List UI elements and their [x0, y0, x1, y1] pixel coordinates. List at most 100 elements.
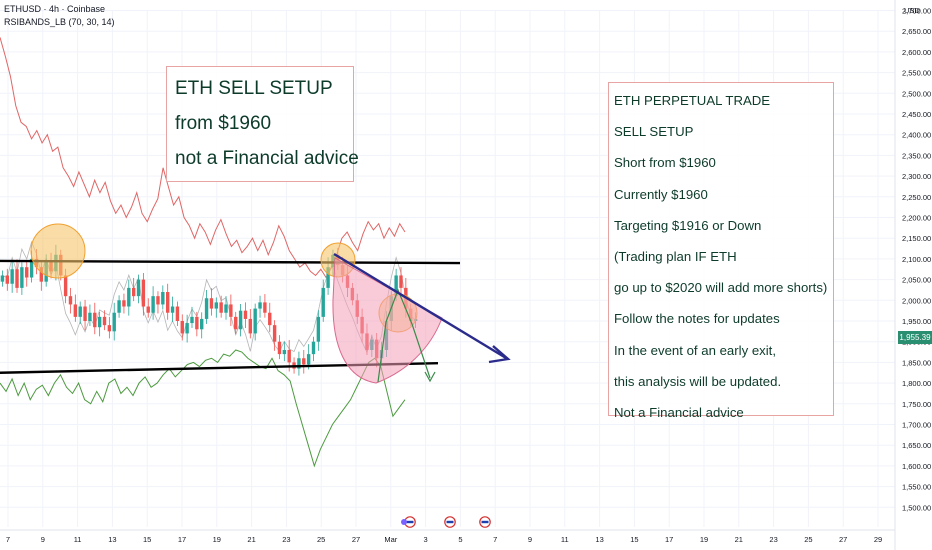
candle-body: [248, 318, 253, 334]
candle-body: [78, 306, 82, 317]
x-tick-label: 15: [143, 535, 151, 544]
candle-body: [302, 358, 306, 365]
y-tick-label: 2,550.00: [902, 69, 931, 78]
y-tick-label: 1,500.00: [902, 503, 931, 512]
candle-body: [272, 325, 277, 342]
note-line: In the event of an early exit,: [614, 342, 777, 358]
candle-body: [122, 300, 126, 307]
y-tick-label: 2,050.00: [902, 276, 931, 285]
candle-body: [170, 306, 175, 313]
event-markers[interactable]: [401, 516, 491, 528]
x-tick-label: 17: [665, 535, 673, 544]
candle-body: [39, 267, 44, 282]
wedge-pattern-shape: [332, 257, 443, 384]
y-tick-label: 2,000.00: [902, 296, 931, 305]
y-tick-label: 2,100.00: [902, 255, 931, 264]
candle-body: [287, 349, 291, 363]
x-tick-label: 13: [595, 535, 603, 544]
x-tick-label: 9: [41, 535, 45, 544]
candle-body: [185, 323, 189, 334]
x-tick-label: 3: [424, 535, 428, 544]
note-line: ETH PERPETUAL TRADE: [614, 93, 771, 108]
event-flag-stripe: [446, 520, 454, 524]
candle-body: [282, 349, 287, 355]
candle-body: [277, 341, 282, 355]
x-tick-label: 11: [561, 535, 569, 544]
y-tick-label: 2,200.00: [902, 214, 931, 223]
lower-band-line: [0, 349, 406, 468]
event-dot: [401, 519, 407, 525]
candle-body: [195, 316, 199, 330]
candle-body: [263, 302, 267, 313]
y-tick-label: 2,600.00: [902, 48, 931, 57]
y-tick-label: 1,950.00: [902, 317, 931, 326]
y-tick-label: 1,800.00: [902, 379, 931, 388]
candle-body: [190, 316, 194, 324]
candle-body: [224, 304, 228, 313]
x-tick-label: 11: [74, 535, 82, 544]
trade-plan-note[interactable]: ETH PERPETUAL TRADE SELL SETUP Short fro…: [608, 82, 834, 420]
note-line: Not a Financial advice: [614, 405, 744, 421]
candle-body: [311, 341, 316, 355]
x-tick-label: 13: [108, 535, 116, 544]
x-tick-label: 25: [317, 535, 325, 544]
candle-body: [214, 302, 218, 309]
note-line: ETH SELL SETUP: [175, 78, 333, 99]
x-tick-label: 29: [874, 535, 882, 544]
y-axis[interactable]: 2,700.00 2,650.00 2,600.00 2,550.00 2,500.00…: [894, 0, 931, 550]
note-line: go up to $2020 will add more shorts): [614, 280, 828, 296]
x-tick-label: 7: [6, 535, 10, 544]
candle-body: [83, 306, 87, 321]
note-line: not a Financial advice: [175, 148, 359, 169]
candle-body: [204, 298, 209, 319]
y-tick-label: 2,500.00: [902, 89, 931, 98]
x-tick-label: 23: [282, 535, 290, 544]
candle-body: [20, 267, 24, 288]
candle-body: [112, 312, 116, 332]
note-line: Follow the notes for updates: [614, 311, 780, 327]
candle-body: [25, 267, 29, 278]
candle-body: [258, 302, 262, 309]
x-axis[interactable]: 7 9 11 13 15 17 19 21 23 25 27 Mar 3 5 7 9 11 13 15 17 19 21 2…: [0, 529, 895, 544]
y-tick-label: 1,650.00: [902, 441, 931, 450]
candle-body: [326, 267, 330, 288]
candle-body: [229, 304, 233, 317]
note-line: (Trading plan IF ETH: [614, 249, 737, 265]
x-tick-label: 5: [458, 535, 462, 544]
candle-body: [73, 304, 78, 317]
chart-drawings[interactable]: [0, 223, 511, 384]
candle-body: [399, 275, 403, 288]
y-tick-label: 2,300.00: [902, 172, 931, 181]
candle-body: [127, 287, 131, 307]
x-tick-label: 23: [769, 535, 777, 544]
candle-body: [107, 325, 112, 332]
event-flag-stripe: [406, 520, 414, 524]
symbol-header[interactable]: ETHUSD · 4h · Coinbase: [4, 4, 106, 14]
candle-body: [136, 279, 141, 297]
note-line: Short from $1960: [614, 155, 716, 171]
sell-setup-note[interactable]: ETH SELL SETUP from $1960 not a Financia…: [166, 66, 359, 182]
candle-body: [63, 275, 68, 297]
candle-body: [97, 316, 102, 328]
event-flag-stripe: [481, 520, 489, 524]
indicator-header[interactable]: RSIBANDS_LB (70, 30, 14): [4, 17, 115, 27]
x-tick-label: 9: [528, 535, 532, 544]
y-tick-label: 1,550.00: [902, 483, 931, 492]
candle-body: [234, 316, 238, 330]
highlight-circle: [30, 223, 86, 279]
x-tick-label: 19: [213, 535, 221, 544]
y-tick-label: 2,350.00: [902, 151, 931, 160]
x-tick-label: 19: [700, 535, 708, 544]
candle-body: [117, 300, 121, 313]
candle-body: [68, 296, 73, 305]
candle-body: [209, 298, 214, 309]
candle-body: [141, 279, 146, 307]
candle-body: [297, 358, 301, 369]
x-tick-label: 17: [178, 535, 186, 544]
x-tick-label: 7: [493, 535, 497, 544]
candle-body: [10, 269, 14, 284]
candle-body: [238, 310, 243, 330]
candle-body: [268, 312, 272, 326]
candle-body: [102, 316, 107, 326]
